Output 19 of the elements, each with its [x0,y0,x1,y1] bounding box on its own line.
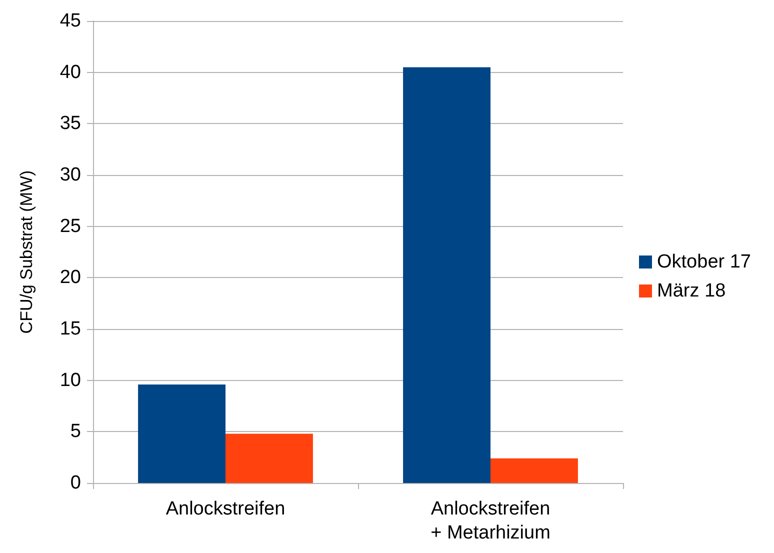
y-tick-label: 20 [60,267,81,288]
y-tick-label: 25 [60,216,81,237]
y-tick-label: 15 [60,318,81,340]
y-tick-label: 35 [60,113,81,134]
y-tick-label: 45 [60,10,81,32]
bar [226,434,313,483]
y-tick-label: 10 [60,370,81,391]
y-tick-label: 30 [60,164,81,186]
legend-label: Oktober 17 [657,252,751,272]
bar [490,458,578,483]
y-axis-title: CFU/g Substrat (MW) [17,170,36,334]
y-tick-label: 40 [60,62,81,83]
x-tick-label: Anlockstreifen + Metarhizium [430,498,550,544]
x-tick-label: Anlockstreifen [166,498,286,520]
y-tick-label: 5 [70,421,81,442]
legend-label: März 18 [657,280,726,302]
bar [403,67,490,483]
bar [138,384,226,483]
y-tick-label: 0 [70,472,81,494]
